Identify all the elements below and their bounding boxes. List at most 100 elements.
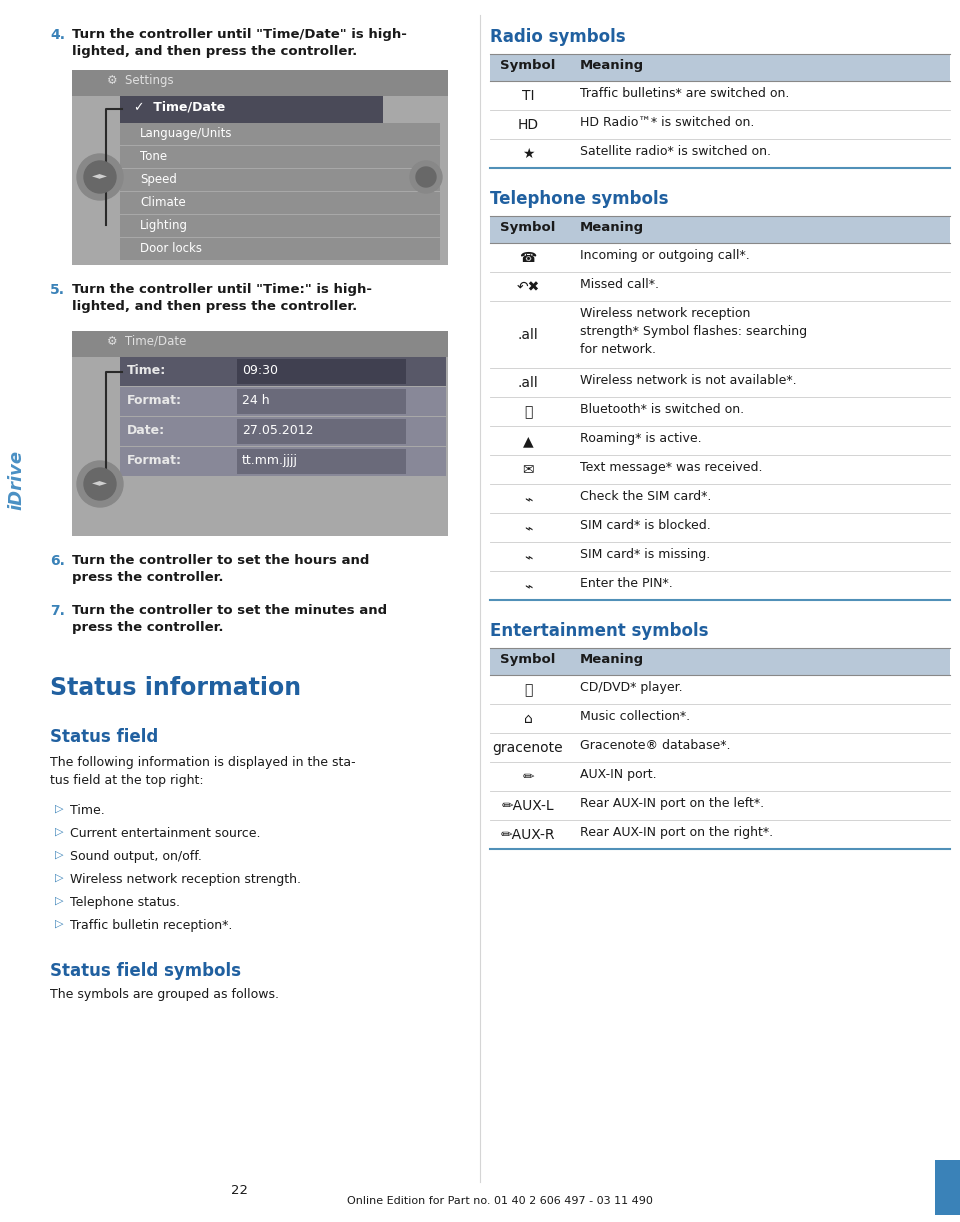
Text: gracenote: gracenote [492,741,564,755]
Text: ⚙  Settings: ⚙ Settings [107,75,174,87]
Bar [120,192,440,214]
Bar [237,448,406,474]
Bar [490,54,950,81]
Bar [120,123,440,145]
Text: Turn the controller until "Time:" is high-: Turn the controller until "Time:" is hig… [72,284,372,296]
Text: press the controller.: press the controller. [72,571,224,584]
Bar [72,70,448,265]
Text: 4.: 4. [50,28,65,42]
Text: Missed call*.: Missed call*. [580,277,659,291]
Text: ☎: ☎ [519,251,537,265]
Text: ▷: ▷ [55,873,63,884]
Text: ▷: ▷ [55,851,63,860]
Text: ◄►: ◄► [92,170,108,180]
Circle shape [84,468,116,500]
Text: ✓  Time/Date: ✓ Time/Date [134,101,226,114]
Text: Speed: Speed [140,174,177,186]
Bar [120,417,446,446]
Bar [72,331,448,536]
Text: SIM card* is blocked.: SIM card* is blocked. [580,519,710,532]
Text: lighted, and then press the controller.: lighted, and then press the controller. [72,45,357,57]
Text: Traffic bulletins* are switched on.: Traffic bulletins* are switched on. [580,87,789,100]
Text: Entertainment symbols: Entertainment symbols [490,622,708,640]
Text: 7.: 7. [50,604,65,618]
Bar [120,238,440,260]
Bar [120,97,383,123]
Text: Wireless network reception strength.: Wireless network reception strength. [70,873,301,886]
Text: 5.: 5. [50,284,65,297]
Text: Telephone status.: Telephone status. [70,896,180,909]
Text: ▷: ▷ [55,919,63,929]
Text: 6.: 6. [50,554,65,568]
Text: Traffic bulletin reception*.: Traffic bulletin reception*. [70,919,232,932]
Text: ⚙  Time/Date: ⚙ Time/Date [107,335,186,348]
Text: 27.05.2012: 27.05.2012 [242,424,314,437]
Text: Language/Units: Language/Units [140,127,232,141]
Text: Rear AUX-IN port on the left*.: Rear AUX-IN port on the left*. [580,797,764,810]
Text: Roaming* is active.: Roaming* is active. [580,433,702,445]
Bar [490,216,950,243]
Text: 24 h: 24 h [242,393,270,407]
Text: The following information is displayed in the sta-: The following information is displayed i… [50,756,355,769]
Text: Text message* was received.: Text message* was received. [580,461,762,474]
Text: Symbol: Symbol [500,59,556,72]
Bar [237,359,406,384]
Text: .all: .all [517,376,539,390]
Text: Sound output, on/off.: Sound output, on/off. [70,851,202,863]
Text: ✏AUX-L: ✏AUX-L [502,799,554,813]
Bar [935,1160,960,1215]
Text: ⌁: ⌁ [524,550,532,565]
Bar [72,70,448,97]
Bar [120,387,446,415]
Circle shape [416,167,436,187]
Text: ◄►: ◄► [92,477,108,488]
Text: Lighting: Lighting [140,219,188,232]
Text: Status field: Status field [50,728,158,745]
Text: HD Radio™* is switched on.: HD Radio™* is switched on. [580,116,755,130]
Text: Meaning: Meaning [580,59,644,72]
Text: ▷: ▷ [55,804,63,814]
Bar [120,169,440,191]
Text: Ⓑ: Ⓑ [524,404,532,419]
Bar [72,331,448,357]
Text: Turn the controller to set the hours and: Turn the controller to set the hours and [72,554,370,567]
Bar [120,215,440,237]
Text: Status field symbols: Status field symbols [50,962,241,980]
Text: ▷: ▷ [55,896,63,906]
Text: Time.: Time. [70,804,105,818]
Text: Online Edition for Part no. 01 40 2 606 497 - 03 11 490: Online Edition for Part no. 01 40 2 606 … [348,1196,653,1206]
Text: press the controller.: press the controller. [72,621,224,634]
Text: Time:: Time: [127,364,166,378]
Text: Meaning: Meaning [580,221,644,233]
Bar [490,648,950,675]
Text: .all: .all [517,327,539,342]
Text: CD/DVD* player.: CD/DVD* player. [580,681,683,694]
Text: Door locks: Door locks [140,242,202,255]
Text: tt.mm.jjjj: tt.mm.jjjj [242,455,298,467]
Text: ▷: ▷ [55,827,63,837]
Text: HD: HD [517,119,539,132]
Text: ↶✖: ↶✖ [516,280,540,295]
Text: ✏: ✏ [522,770,534,785]
Bar [120,357,446,386]
Circle shape [84,161,116,193]
Text: Check the SIM card*.: Check the SIM card*. [580,490,711,503]
Bar [120,145,440,167]
Text: Status information: Status information [50,676,301,700]
Text: ✉: ✉ [522,463,534,477]
Bar [120,447,446,477]
Text: strength* Symbol flashes: searching: strength* Symbol flashes: searching [580,325,807,338]
Text: ⌁: ⌁ [524,521,532,535]
Text: Meaning: Meaning [580,653,644,666]
Text: Rear AUX-IN port on the right*.: Rear AUX-IN port on the right*. [580,826,773,840]
Text: Satellite radio* is switched on.: Satellite radio* is switched on. [580,145,771,158]
Circle shape [77,154,123,200]
Text: Gracenote® database*.: Gracenote® database*. [580,739,731,752]
Text: SIM card* is missing.: SIM card* is missing. [580,547,710,561]
Text: ★: ★ [521,147,535,161]
Text: Symbol: Symbol [500,221,556,233]
Text: ⌁: ⌁ [524,492,532,506]
Text: Turn the controller until "Time/Date" is high-: Turn the controller until "Time/Date" is… [72,28,407,42]
Text: Wireless network is not available*.: Wireless network is not available*. [580,374,797,387]
Text: ⌂: ⌂ [523,712,533,726]
